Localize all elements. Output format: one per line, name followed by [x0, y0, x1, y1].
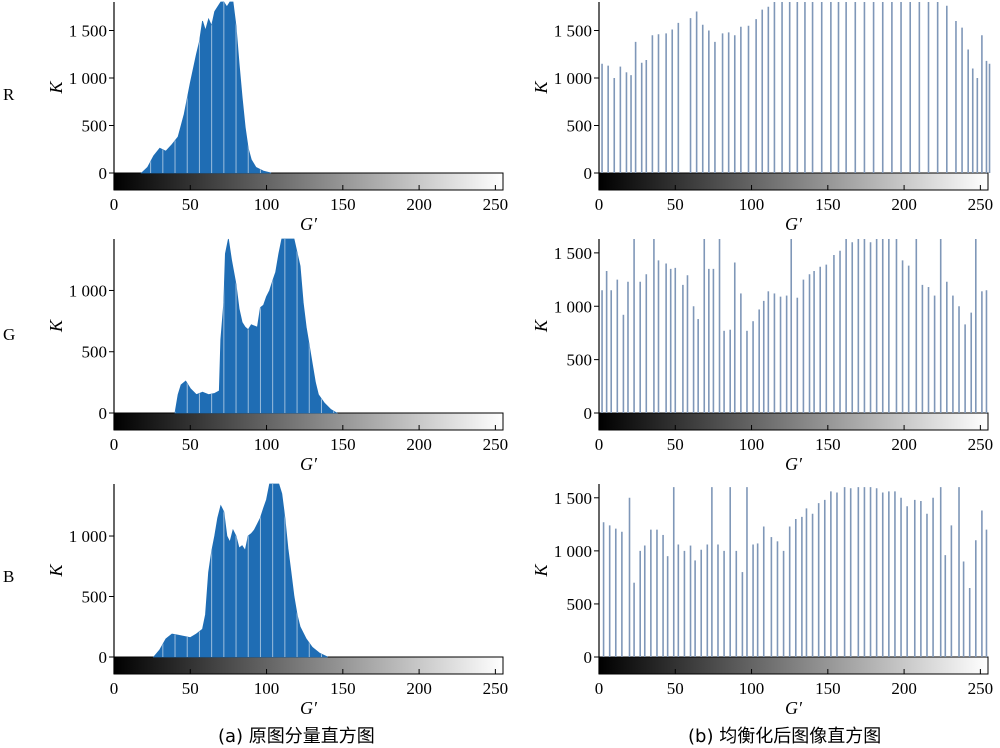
- panel-b-original-x-tick-label: 100: [254, 679, 280, 698]
- panel-b-original-y-tick-label: 500: [82, 588, 108, 607]
- panel-g-original-x-tick-label: 250: [483, 435, 509, 454]
- panel-r-equalized-graylevel-bar: [598, 172, 989, 191]
- panel-b-equalized-x-tick-label: 200: [891, 679, 917, 698]
- panel-b-equalized-graylevel-bar: [598, 656, 989, 675]
- panel-b-equalized-x-tick-label: 100: [739, 679, 765, 698]
- panel-r-original-graylevel-bar: [113, 172, 504, 191]
- panel-g-equalized-x-axis-label: G′: [785, 454, 803, 474]
- panel-r-equalized-x-tick-label: 50: [667, 195, 684, 214]
- panel-b-original-y-tick-label: 1 000: [69, 527, 107, 546]
- panel-b-equalized-y-tick-label: 1 500: [554, 489, 592, 508]
- panel-b-equalized-x-tick-label: 0: [595, 679, 604, 698]
- panel-g-original-y-tick-label: 500: [82, 343, 108, 362]
- panel-r-original-x-tick-label: 100: [254, 195, 280, 214]
- panel-g-equalized-y-tick-label: 500: [567, 351, 593, 370]
- panel-b-equalized-x-tick-label: 50: [667, 679, 684, 698]
- panel-g-original-x-tick-label: 0: [110, 435, 119, 454]
- panel-b-equalized-y-tick-label: 500: [567, 595, 593, 614]
- panel-r-original-y-tick-label: 0: [99, 164, 108, 183]
- panel-b-original-x-tick-label: 50: [182, 679, 199, 698]
- panel-g-original-histogram-area: [174, 238, 339, 414]
- panel-r-equalized-y-tick-label: 1 000: [554, 69, 592, 88]
- panel-g-equalized-x-tick-label: 100: [739, 435, 765, 454]
- panel-r-equalized-x-tick-label: 250: [968, 195, 994, 214]
- panel-r-original-x-axis-label: G′: [300, 214, 318, 234]
- caption-right: (b) 均衡化后图像直方图: [688, 726, 882, 747]
- panel-r-equalized-y-tick-label: 1 500: [554, 22, 592, 41]
- panel-b-original-x-tick-label: 0: [110, 679, 119, 698]
- panel-g-equalized-x-tick-label: 0: [595, 435, 604, 454]
- panel-b-equalized-y-tick-label: 0: [584, 648, 593, 667]
- panel-r-original-x-tick-label: 150: [330, 195, 356, 214]
- panel-g-equalized-x-tick-label: 200: [891, 435, 917, 454]
- panel-g-equalized-y-axis-label: K: [531, 319, 551, 333]
- panel-b-equalized-x-axis-label: G′: [785, 698, 803, 718]
- panel-r-original-y-axis-label: K: [46, 81, 66, 95]
- panel-b-original-x-tick-label: 150: [330, 679, 356, 698]
- panel-b-equalized-x-tick-label: 150: [815, 679, 841, 698]
- panel-r-original-x-tick-label: 250: [483, 195, 509, 214]
- panel-g-original-x-tick-label: 50: [182, 435, 199, 454]
- panel-b-original-y-axis-label: K: [46, 564, 66, 578]
- panel-r-original-y-tick-label: 1 500: [69, 22, 107, 41]
- panel-g-original-y-tick-label: 0: [99, 404, 108, 423]
- panel-g-original-x-axis-label: G′: [300, 454, 318, 474]
- panel-g-original-x-tick-label: 100: [254, 435, 280, 454]
- panel-b-original-y-tick-label: 0: [99, 648, 108, 667]
- panel-r-equalized-x-tick-label: 200: [891, 195, 917, 214]
- panel-g-original-y-tick-label: 1 000: [69, 281, 107, 300]
- panel-g-equalized-x-tick-label: 50: [667, 435, 684, 454]
- panel-r-equalized-x-tick-label: 100: [739, 195, 765, 214]
- panel-r-equalized-x-tick-label: 0: [595, 195, 604, 214]
- panel-g-equalized-y-tick-label: 0: [584, 404, 593, 423]
- panel-b-equalized-x-tick-label: 250: [968, 679, 994, 698]
- panel-g-equalized-x-tick-label: 150: [815, 435, 841, 454]
- panel-r-equalized-x-tick-label: 150: [815, 195, 841, 214]
- panel-r-equalized-y-axis-label: K: [531, 81, 551, 95]
- panel-r-original-histogram-area: [140, 1, 272, 174]
- panel-g-original-x-tick-label: 200: [406, 435, 432, 454]
- panel-r-original-y-tick-label: 1 000: [69, 69, 107, 88]
- panel-b-original-graylevel-bar: [113, 656, 504, 675]
- row-label-b: B: [3, 567, 15, 586]
- panel-r-equalized-y-tick-label: 0: [584, 164, 593, 183]
- panel-g-original-y-axis-label: K: [46, 319, 66, 333]
- panel-r-original-x-tick-label: 50: [182, 195, 199, 214]
- panel-b-original-x-axis-label: G′: [300, 698, 318, 718]
- panel-g-equalized-y-tick-label: 1 000: [554, 297, 592, 316]
- caption-left: (a) 原图分量直方图: [218, 726, 375, 747]
- panel-r-equalized-y-tick-label: 500: [567, 117, 593, 136]
- panel-r-original-x-tick-label: 200: [406, 195, 432, 214]
- panel-g-equalized-graylevel-bar: [598, 412, 989, 431]
- row-label-r: R: [3, 85, 15, 104]
- panel-r-original-x-tick-label: 0: [110, 195, 119, 214]
- panel-g-original-x-tick-label: 150: [330, 435, 356, 454]
- panel-r-original-y-tick-label: 500: [82, 117, 108, 136]
- panel-b-original-histogram-area: [152, 483, 328, 658]
- panel-g-equalized-y-tick-label: 1 500: [554, 244, 592, 263]
- panel-b-equalized-y-axis-label: K: [531, 564, 551, 578]
- panel-g-equalized-x-tick-label: 250: [968, 435, 994, 454]
- panel-b-original-x-tick-label: 250: [483, 679, 509, 698]
- row-label-g: G: [3, 325, 16, 344]
- panel-r-equalized-x-axis-label: G′: [785, 214, 803, 234]
- panel-b-original-x-tick-label: 200: [406, 679, 432, 698]
- panel-g-original-graylevel-bar: [113, 412, 504, 431]
- panel-b-equalized-y-tick-label: 1 000: [554, 542, 592, 561]
